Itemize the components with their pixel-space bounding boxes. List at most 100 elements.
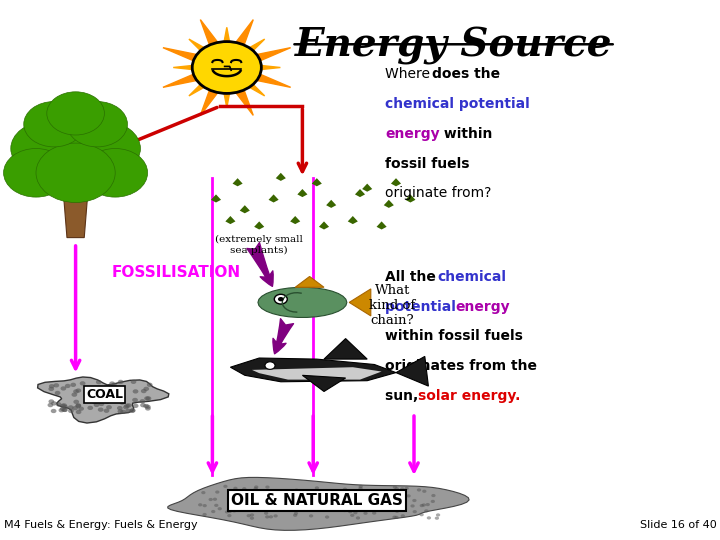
Polygon shape: [302, 375, 346, 391]
Circle shape: [118, 380, 124, 384]
Polygon shape: [163, 72, 202, 87]
Polygon shape: [37, 377, 168, 423]
Circle shape: [382, 499, 387, 502]
Polygon shape: [230, 358, 396, 382]
Circle shape: [272, 498, 276, 502]
Circle shape: [85, 389, 91, 393]
Circle shape: [320, 496, 325, 500]
Circle shape: [68, 409, 74, 413]
Text: Where: Where: [385, 68, 435, 82]
Circle shape: [230, 496, 234, 500]
Circle shape: [405, 487, 409, 490]
Circle shape: [62, 405, 68, 409]
Circle shape: [83, 148, 148, 197]
Circle shape: [238, 503, 243, 506]
Circle shape: [60, 407, 66, 411]
Circle shape: [346, 495, 350, 498]
Circle shape: [48, 387, 54, 391]
Circle shape: [230, 502, 234, 505]
Circle shape: [420, 504, 424, 507]
Circle shape: [228, 510, 232, 513]
Polygon shape: [269, 194, 279, 202]
Text: originates from the: originates from the: [385, 359, 537, 373]
Polygon shape: [252, 367, 382, 380]
Text: fossil fuels: fossil fuels: [385, 157, 469, 171]
Circle shape: [269, 515, 273, 518]
Circle shape: [106, 405, 112, 409]
Circle shape: [307, 508, 311, 511]
Circle shape: [58, 408, 64, 413]
Circle shape: [85, 386, 91, 390]
Polygon shape: [223, 90, 230, 107]
Text: within: within: [439, 127, 492, 141]
Circle shape: [130, 408, 135, 413]
Circle shape: [71, 383, 76, 387]
Circle shape: [73, 400, 79, 404]
Circle shape: [112, 388, 118, 392]
Circle shape: [130, 408, 135, 413]
Polygon shape: [256, 65, 280, 70]
Circle shape: [62, 408, 68, 412]
Circle shape: [374, 496, 379, 499]
Circle shape: [51, 401, 57, 406]
Circle shape: [413, 499, 417, 502]
Circle shape: [265, 485, 269, 489]
Polygon shape: [251, 72, 291, 87]
Circle shape: [143, 387, 149, 391]
Polygon shape: [245, 81, 265, 96]
Circle shape: [427, 516, 431, 519]
Circle shape: [104, 400, 110, 404]
Circle shape: [417, 488, 421, 491]
Circle shape: [319, 492, 323, 495]
Circle shape: [420, 513, 424, 516]
Circle shape: [230, 497, 234, 500]
Text: solar energy.: solar energy.: [418, 389, 521, 403]
Circle shape: [270, 494, 274, 497]
Circle shape: [97, 388, 103, 392]
Polygon shape: [245, 39, 265, 54]
Text: energy: energy: [385, 127, 440, 141]
Circle shape: [107, 393, 113, 397]
Circle shape: [239, 504, 243, 507]
Circle shape: [201, 491, 205, 494]
Circle shape: [145, 396, 151, 401]
Circle shape: [264, 511, 269, 515]
Circle shape: [55, 402, 61, 407]
Polygon shape: [258, 287, 347, 318]
Circle shape: [315, 487, 319, 490]
Circle shape: [87, 406, 93, 410]
Circle shape: [244, 499, 248, 502]
Circle shape: [109, 386, 114, 390]
Circle shape: [113, 393, 119, 397]
Circle shape: [298, 494, 302, 497]
Circle shape: [125, 409, 131, 413]
Circle shape: [354, 511, 358, 515]
Circle shape: [117, 409, 123, 414]
Polygon shape: [295, 276, 324, 287]
Circle shape: [379, 490, 383, 494]
Circle shape: [278, 297, 284, 301]
Circle shape: [348, 510, 352, 514]
Circle shape: [55, 391, 60, 395]
Circle shape: [406, 494, 410, 497]
Circle shape: [284, 501, 289, 504]
Text: COAL: COAL: [86, 388, 123, 401]
Circle shape: [53, 383, 59, 388]
Polygon shape: [174, 65, 197, 70]
Circle shape: [317, 502, 321, 505]
Polygon shape: [396, 356, 428, 386]
Text: All the: All the: [385, 270, 441, 284]
Circle shape: [217, 507, 222, 510]
Circle shape: [356, 516, 360, 519]
Circle shape: [242, 487, 246, 490]
Circle shape: [91, 400, 97, 404]
Circle shape: [426, 503, 430, 506]
Circle shape: [293, 514, 297, 517]
Polygon shape: [349, 289, 371, 316]
Polygon shape: [200, 86, 220, 116]
Circle shape: [60, 386, 66, 390]
Circle shape: [132, 404, 138, 408]
Circle shape: [343, 488, 347, 491]
Circle shape: [232, 509, 236, 512]
Polygon shape: [233, 178, 243, 186]
